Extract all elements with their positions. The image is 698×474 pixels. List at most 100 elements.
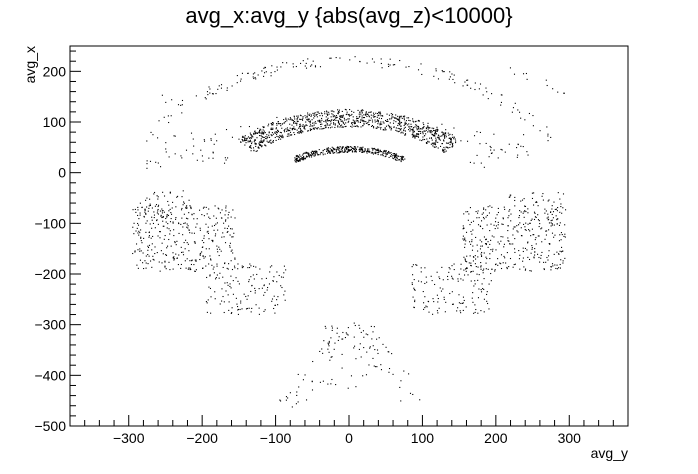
data-point: [376, 127, 378, 129]
data-point: [442, 279, 444, 281]
data-point: [433, 133, 436, 135]
data-point: [322, 128, 324, 130]
data-point: [189, 267, 191, 269]
data-point: [403, 130, 405, 132]
data-point: [329, 124, 331, 126]
data-point: [362, 125, 364, 127]
data-point: [394, 64, 396, 66]
data-point: [490, 249, 492, 251]
data-point: [471, 249, 474, 251]
data-point: [472, 301, 474, 303]
data-point: [338, 336, 340, 338]
data-point: [408, 129, 410, 131]
data-point: [360, 109, 362, 112]
data-point: [230, 287, 232, 289]
data-point: [307, 156, 309, 158]
data-point: [478, 88, 480, 90]
data-point: [374, 148, 376, 150]
data-point: [363, 123, 365, 125]
data-point: [137, 232, 139, 234]
data-point: [381, 123, 383, 125]
data-point: [451, 265, 453, 267]
data-point: [433, 142, 435, 144]
data-point: [507, 240, 509, 242]
data-point: [346, 333, 348, 335]
data-point: [328, 150, 331, 152]
data-point: [207, 299, 209, 301]
data-point: [170, 115, 172, 117]
data-point: [493, 133, 495, 135]
data-point: [437, 137, 439, 139]
data-point: [432, 313, 434, 315]
data-point: [377, 121, 379, 123]
data-point: [355, 358, 357, 360]
data-point: [213, 143, 215, 145]
data-point: [253, 278, 255, 280]
data-point: [398, 130, 400, 132]
data-point: [326, 124, 328, 126]
data-point: [539, 261, 541, 263]
data-point: [260, 140, 262, 142]
data-point: [178, 254, 180, 256]
data-point: [293, 115, 295, 117]
data-point: [351, 147, 353, 149]
data-point: [326, 152, 329, 154]
data-point: [367, 150, 369, 152]
data-point: [342, 146, 344, 148]
data-point: [558, 240, 560, 242]
data-point: [447, 142, 449, 144]
data-point: [368, 124, 370, 126]
data-point: [334, 148, 336, 150]
data-point: [222, 295, 224, 298]
data-point: [226, 227, 228, 230]
data-point: [392, 116, 394, 118]
data-point: [240, 300, 242, 302]
data-point: [153, 214, 156, 216]
data-point: [471, 297, 473, 299]
data-point: [432, 145, 434, 147]
data-point: [442, 150, 444, 152]
data-point: [206, 91, 209, 93]
data-point: [553, 253, 555, 255]
data-point: [258, 288, 260, 290]
data-point: [352, 121, 354, 124]
data-point: [347, 121, 349, 123]
data-point: [276, 116, 278, 119]
data-point: [356, 120, 358, 122]
data-point: [387, 152, 389, 154]
data-point: [282, 62, 284, 64]
data-point: [426, 306, 428, 308]
data-point: [409, 130, 411, 132]
data-point: [228, 301, 230, 303]
data-point: [226, 87, 228, 89]
data-point: [196, 223, 198, 225]
data-point: [230, 216, 232, 218]
data-point: [296, 161, 298, 163]
data-point: [140, 229, 142, 231]
data-point: [327, 342, 329, 344]
data-point: [189, 260, 191, 262]
data-point: [490, 149, 492, 151]
data-point: [341, 120, 344, 122]
data-point: [481, 283, 483, 285]
data-point: [280, 138, 282, 140]
data-point: [291, 119, 293, 122]
data-point: [409, 392, 412, 394]
data-point: [210, 296, 212, 298]
data-point: [394, 117, 396, 119]
data-point: [346, 151, 348, 153]
data-point: [148, 207, 150, 209]
data-point: [323, 120, 325, 123]
data-point: [366, 151, 368, 153]
data-point: [529, 222, 531, 224]
data-point: [222, 266, 224, 269]
data-point: [372, 153, 375, 155]
data-point: [327, 117, 329, 119]
data-point: [382, 128, 384, 131]
data-point: [474, 82, 476, 84]
data-point: [419, 128, 421, 130]
data-point: [482, 212, 484, 214]
data-point: [368, 116, 371, 118]
data-point: [314, 112, 316, 114]
data-point: [339, 118, 341, 121]
